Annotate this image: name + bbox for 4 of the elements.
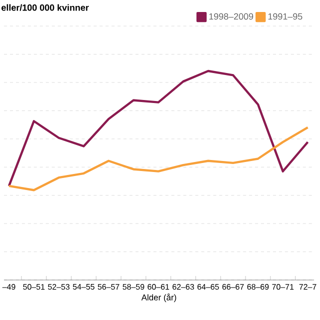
text: eller/100 000 kvinner — [2, 4, 89, 11]
x-axis-title: Alder (år) — [141, 294, 176, 302]
legend-label: 1991–95 — [268, 13, 302, 20]
legend-label: 1998–2009 — [209, 13, 254, 20]
